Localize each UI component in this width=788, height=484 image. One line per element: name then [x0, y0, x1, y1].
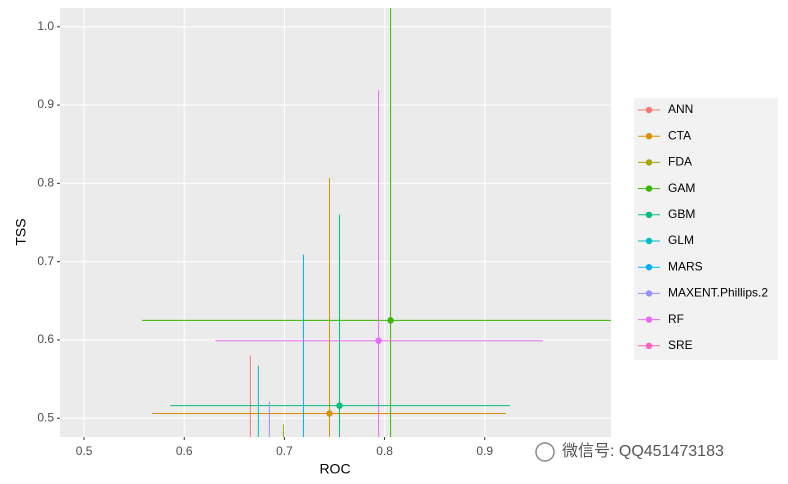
legend-key-point	[645, 237, 653, 245]
point	[336, 402, 343, 409]
legend-label: CTA	[668, 128, 691, 142]
x-tick-label: 0.7	[276, 444, 293, 458]
legend-label: GLM	[668, 233, 694, 247]
x-tick-label: 0.6	[176, 444, 193, 458]
y-axis-title: TSS	[13, 218, 29, 245]
legend-key-point	[645, 106, 653, 114]
legend-key-point	[645, 290, 653, 297]
legend-label: GBM	[668, 207, 695, 221]
legend-key-point	[645, 159, 653, 166]
legend-box	[634, 98, 778, 360]
watermark-text: 微信号: QQ451473183	[562, 442, 724, 460]
x-tick-label: 0.5	[76, 444, 93, 458]
legend-label: ANN	[668, 102, 693, 116]
legend-label: FDA	[668, 155, 692, 169]
y-tick-label: 0.5	[37, 410, 54, 424]
point	[375, 337, 382, 344]
y-tick-label: 0.9	[37, 97, 54, 111]
legend-key-point	[645, 211, 653, 218]
legend-key-point	[645, 342, 653, 349]
legend-key-point	[645, 316, 653, 323]
y-tick-label: 0.6	[37, 332, 54, 346]
y-tick-label: 0.8	[37, 176, 54, 190]
legend-label: GAM	[668, 181, 695, 195]
legend-label: MAXENT.Phillips.2	[668, 286, 768, 300]
point	[387, 317, 394, 324]
x-axis-title: ROC	[319, 461, 350, 477]
legend-key-point	[645, 185, 653, 192]
point	[326, 410, 333, 417]
watermark-icon	[535, 442, 555, 462]
legend-label: MARS	[668, 259, 703, 273]
legend-key-point	[645, 264, 653, 271]
x-tick-label: 0.9	[476, 444, 493, 458]
plot-panel	[60, 8, 611, 437]
legend-label: RF	[668, 312, 684, 326]
x-tick-label: 0.8	[376, 444, 393, 458]
legend-label: SRE	[668, 338, 693, 352]
legend-key-point	[645, 133, 653, 140]
watermark: 微信号: QQ451473183	[535, 442, 724, 462]
y-tick-label: 1.0	[37, 19, 54, 33]
y-tick-label: 0.7	[37, 254, 54, 268]
